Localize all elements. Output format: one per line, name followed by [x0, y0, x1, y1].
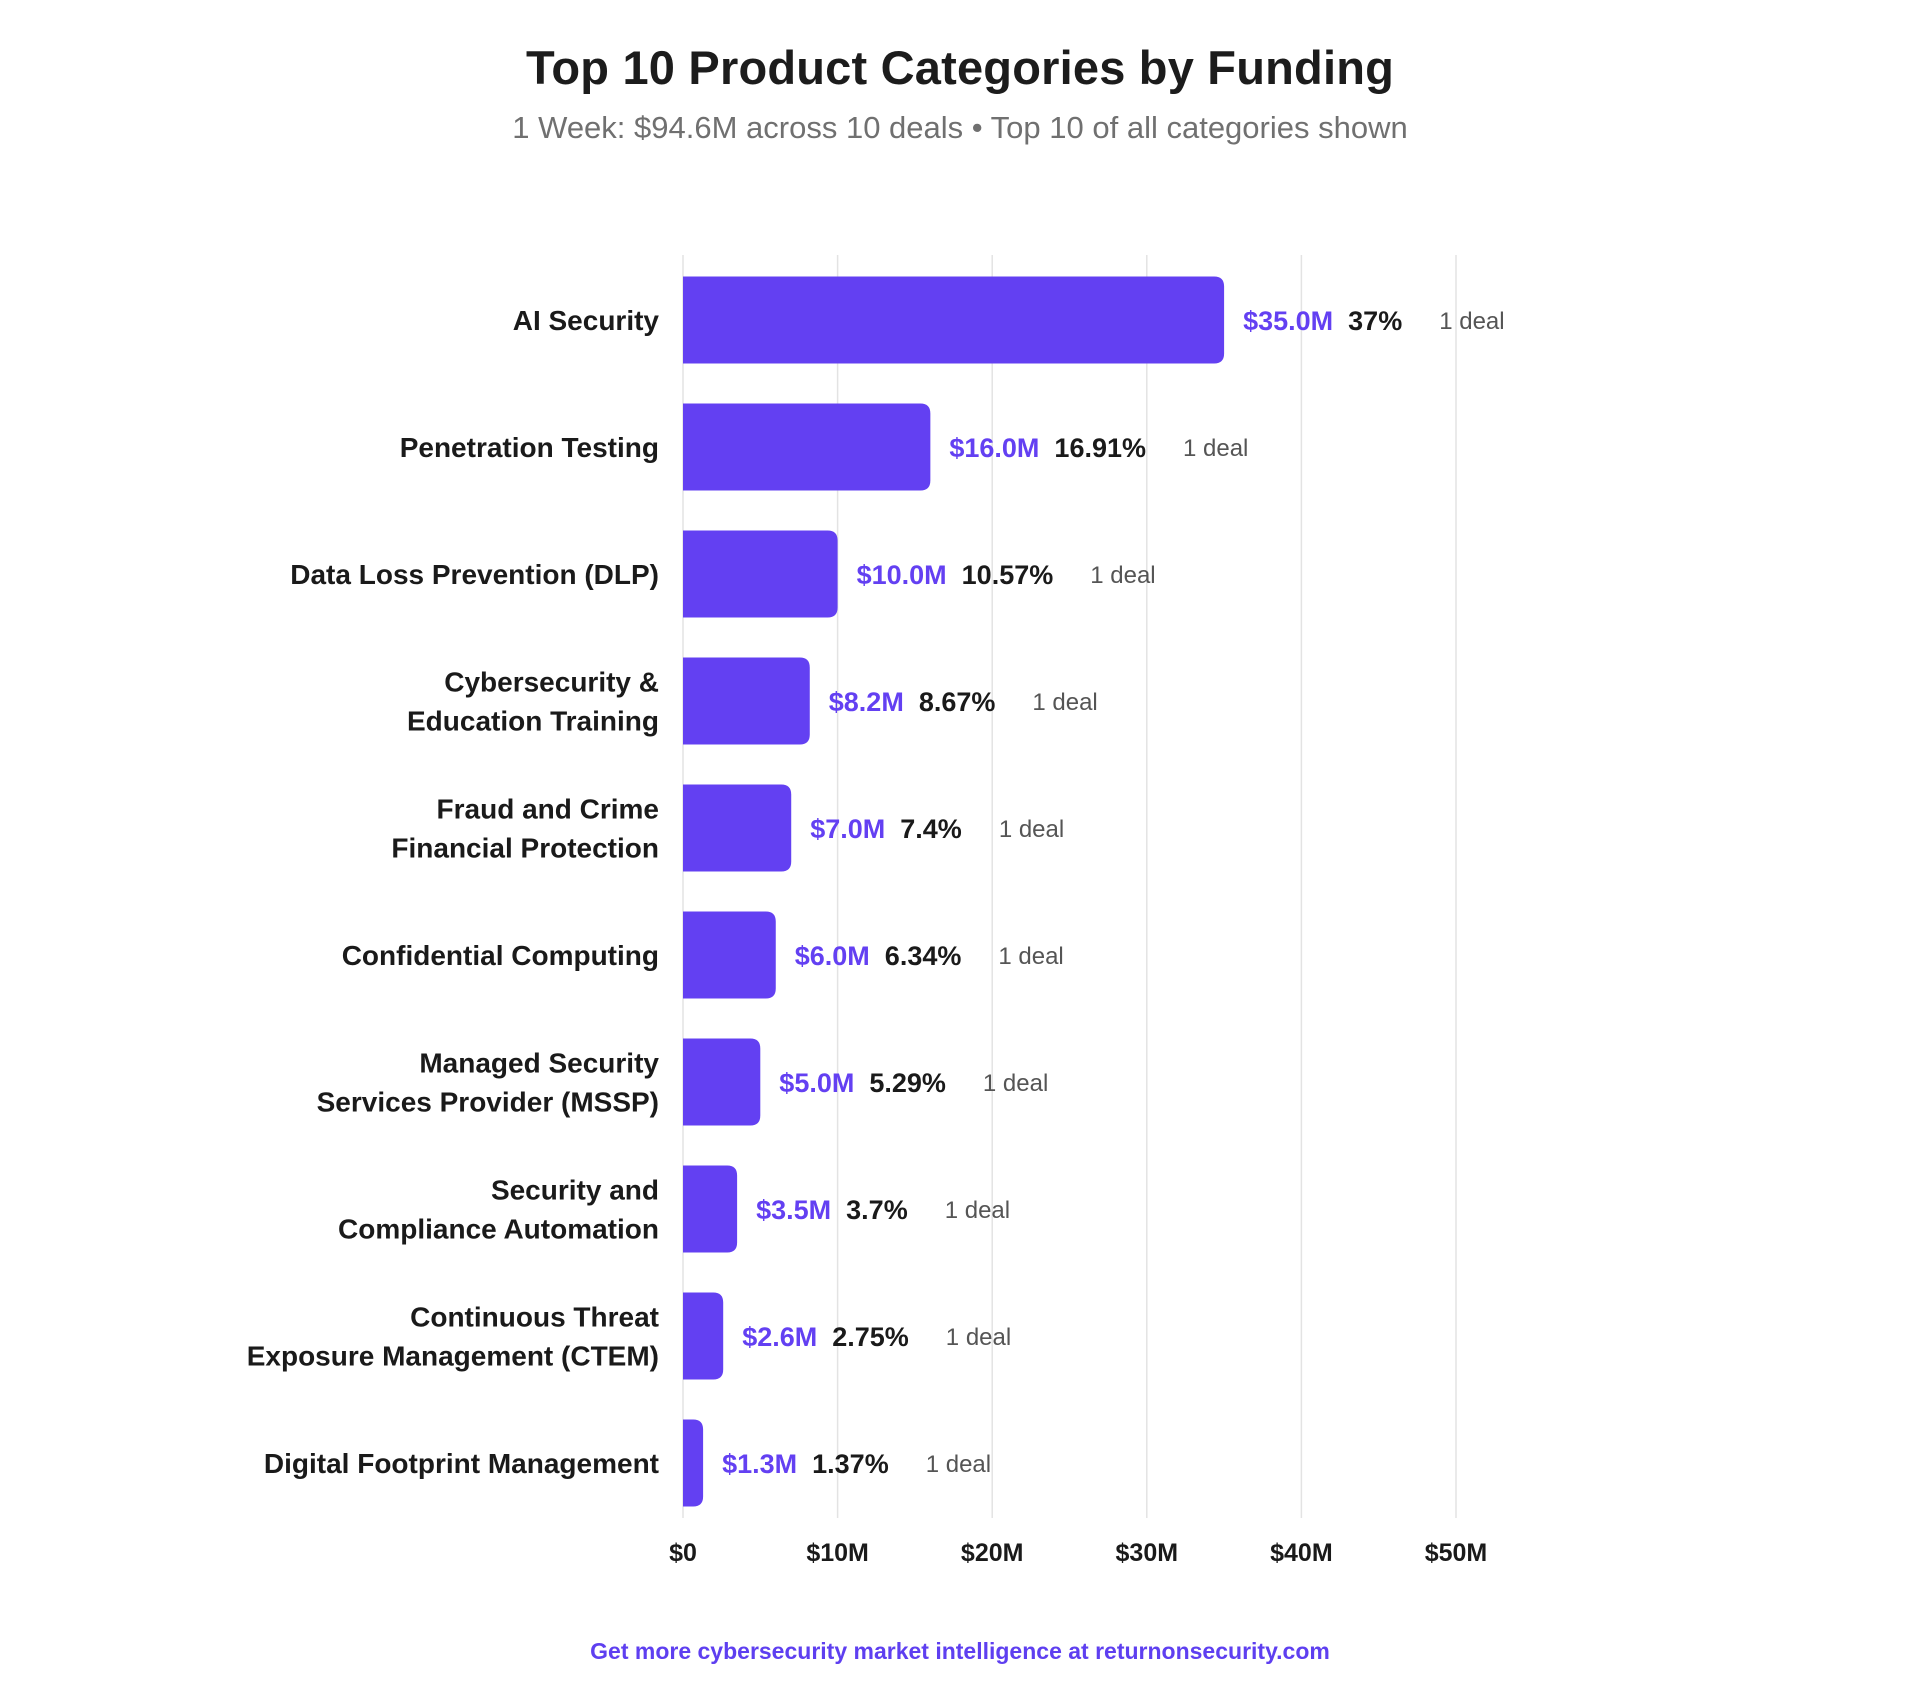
bar: [683, 784, 792, 872]
x-tick-label: $50M: [1425, 1539, 1488, 1567]
category-label: AI Security: [513, 305, 660, 336]
bar: [683, 1292, 724, 1380]
deal-label: 1 deal: [983, 1070, 1048, 1097]
x-tick-label: $0: [669, 1539, 697, 1567]
percent-label: 3.7%: [846, 1195, 908, 1225]
bar: [683, 1419, 704, 1507]
percent-label: 37%: [1348, 306, 1402, 336]
value-label: $5.0M: [779, 1068, 854, 1098]
category-label: Exposure Management (CTEM): [247, 1341, 659, 1372]
percent-label: 1.37%: [812, 1449, 889, 1479]
value-label: $7.0M: [810, 814, 885, 844]
value-label: $2.6M: [742, 1322, 817, 1352]
value-label: $16.0M: [949, 433, 1039, 463]
x-tick-label: $30M: [1116, 1539, 1179, 1567]
percent-label: 5.29%: [869, 1068, 946, 1098]
deal-label: 1 deal: [998, 943, 1063, 970]
chart-title: Top 10 Product Categories by Funding: [525, 41, 1395, 94]
category-label: Education Training: [407, 706, 659, 737]
deal-label: 1 deal: [1183, 435, 1248, 462]
category-label: Data Loss Prevention (DLP): [290, 559, 659, 590]
footer-link[interactable]: Get more cybersecurity market intelligen…: [590, 1638, 1330, 1664]
deal-label: 1 deal: [999, 816, 1064, 843]
percent-label: 7.4%: [900, 814, 962, 844]
x-tick-label: $10M: [806, 1539, 869, 1567]
bar: [683, 276, 1225, 364]
category-label: Compliance Automation: [338, 1214, 659, 1245]
category-label: Services Provider (MSSP): [317, 1087, 659, 1118]
value-label: $6.0M: [795, 941, 870, 971]
deal-label: 1 deal: [945, 1197, 1010, 1224]
category-label: Financial Protection: [391, 833, 659, 864]
bar: [683, 530, 838, 618]
bar: [683, 657, 810, 745]
deal-label: 1 deal: [946, 1324, 1011, 1351]
category-label: Confidential Computing: [342, 940, 659, 971]
bar: [683, 403, 931, 491]
value-label: $3.5M: [756, 1195, 831, 1225]
category-label: Continuous Threat: [410, 1302, 659, 1333]
percent-label: 6.34%: [885, 941, 962, 971]
percent-label: 16.91%: [1054, 433, 1146, 463]
value-label: $35.0M: [1243, 306, 1333, 336]
category-label: Security and: [491, 1175, 659, 1206]
percent-label: 8.67%: [919, 687, 996, 717]
category-label: Penetration Testing: [400, 432, 659, 463]
percent-label: 10.57%: [962, 560, 1054, 590]
deal-label: 1 deal: [926, 1451, 991, 1478]
chart-subtitle: 1 Week: $94.6M across 10 deals • Top 10 …: [512, 110, 1408, 145]
bar: [683, 1038, 761, 1126]
deal-label: 1 deal: [1032, 689, 1097, 716]
category-label: Fraud and Crime: [437, 794, 659, 825]
deal-label: 1 deal: [1090, 562, 1155, 589]
x-tick-label: $40M: [1270, 1539, 1333, 1567]
bar: [683, 1165, 738, 1253]
category-label: Managed Security: [419, 1048, 659, 1079]
value-label: $1.3M: [722, 1449, 797, 1479]
percent-label: 2.75%: [832, 1322, 909, 1352]
value-label: $8.2M: [829, 687, 904, 717]
category-label: Digital Footprint Management: [264, 1448, 659, 1479]
category-label: Cybersecurity &: [444, 667, 659, 698]
deal-label: 1 deal: [1439, 308, 1504, 335]
value-label: $10.0M: [857, 560, 947, 590]
bar: [683, 911, 776, 999]
x-tick-label: $20M: [961, 1539, 1024, 1567]
